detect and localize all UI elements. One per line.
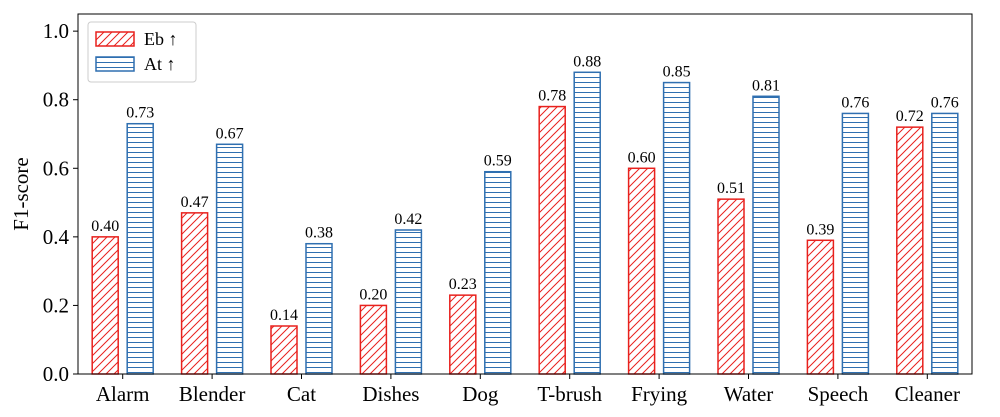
x-tick-label-speech: Speech <box>808 382 869 406</box>
y-tick-label: 0.2 <box>43 293 69 317</box>
data-label-dishes-eb: 0.20 <box>359 286 387 303</box>
bars <box>91 71 959 375</box>
bar-water-eb <box>717 198 745 375</box>
data-label-blender-at: 0.67 <box>216 125 244 142</box>
data-label-speech-eb: 0.39 <box>806 221 834 238</box>
bar-cleaner-eb <box>896 126 924 375</box>
x-tick-label-dog: Dog <box>462 382 499 406</box>
data-label-dog-eb: 0.23 <box>449 276 477 293</box>
bar-alarm-eb <box>91 236 119 375</box>
y-tick-label: 0.6 <box>43 156 69 180</box>
x-tick-label-alarm: Alarm <box>96 382 150 406</box>
bar-speech-eb <box>806 239 835 375</box>
data-label-cleaner-at: 0.76 <box>931 94 959 111</box>
bar-frying-at <box>662 81 691 375</box>
legend-swatch-eb <box>95 31 135 47</box>
x-tick-label-t-brush: T-brush <box>537 382 602 406</box>
plot-frame <box>77 13 973 375</box>
legend-swatch-at <box>95 56 135 72</box>
bar-cleaner-at <box>931 112 959 375</box>
bar-dog-eb <box>449 294 477 375</box>
y-axis: 0.0 0.2 0.4 0.6 0.8 1.0 <box>43 19 78 386</box>
bar-t-brush-at <box>573 71 601 375</box>
bar-dishes-eb <box>359 304 388 375</box>
legend-box <box>87 21 197 83</box>
data-label-t-brush-at: 0.88 <box>573 53 601 70</box>
bar-water-at <box>752 95 780 375</box>
data-label-speech-at: 0.76 <box>841 94 869 111</box>
data-labels: 0.40 0.73 0.47 0.67 0.14 0.38 0.20 0.42 0.23 0.59… <box>91 53 959 324</box>
bar-dishes-at <box>394 229 423 375</box>
bar-t-brush-eb <box>538 105 566 375</box>
bar-blender-eb <box>180 212 209 375</box>
data-label-cleaner-eb: 0.72 <box>896 108 924 125</box>
data-label-dishes-at: 0.42 <box>394 211 422 228</box>
bar-dog-at <box>484 170 512 375</box>
legend-label-eb: Eb ↑ <box>144 29 178 49</box>
bar-blender-at <box>215 143 244 375</box>
x-tick-label-water: Water <box>724 382 774 406</box>
legend-label-at: At ↑ <box>144 54 176 74</box>
bar-frying-eb <box>627 167 656 375</box>
y-axis-label: F1-score <box>9 157 33 230</box>
bar-cat-eb <box>270 325 298 375</box>
x-axis: Alarm Blender Cat Dishes Dog T-brush Frying Wat… <box>96 374 960 406</box>
x-tick-label-dishes: Dishes <box>362 382 419 406</box>
y-tick-label: 0.4 <box>43 225 70 249</box>
data-label-blender-eb: 0.47 <box>181 194 209 211</box>
x-tick-label-blender: Blender <box>179 382 245 406</box>
bar-alarm-at <box>126 122 154 375</box>
y-tick-label: 0.8 <box>43 88 69 112</box>
data-label-cat-at: 0.38 <box>305 225 333 242</box>
x-tick-label-frying: Frying <box>631 382 688 406</box>
data-label-frying-at: 0.85 <box>663 64 691 81</box>
y-tick-label: 1.0 <box>43 19 69 43</box>
data-label-water-eb: 0.51 <box>717 180 745 197</box>
data-label-dog-at: 0.59 <box>484 153 512 170</box>
legend: Eb ↑ At ↑ <box>87 21 197 83</box>
data-label-water-at: 0.81 <box>752 77 780 94</box>
data-label-alarm-eb: 0.40 <box>91 218 119 235</box>
x-tick-label-cat: Cat <box>287 382 316 406</box>
data-label-cat-eb: 0.14 <box>270 307 298 324</box>
data-label-frying-eb: 0.60 <box>628 149 656 166</box>
data-label-t-brush-eb: 0.78 <box>538 88 566 105</box>
bar-cat-at <box>305 242 333 375</box>
data-label-alarm-at: 0.73 <box>126 105 154 122</box>
y-tick-label: 0.0 <box>43 362 69 386</box>
bar-speech-at <box>841 112 870 375</box>
x-tick-label-cleaner: Cleaner <box>895 382 960 406</box>
